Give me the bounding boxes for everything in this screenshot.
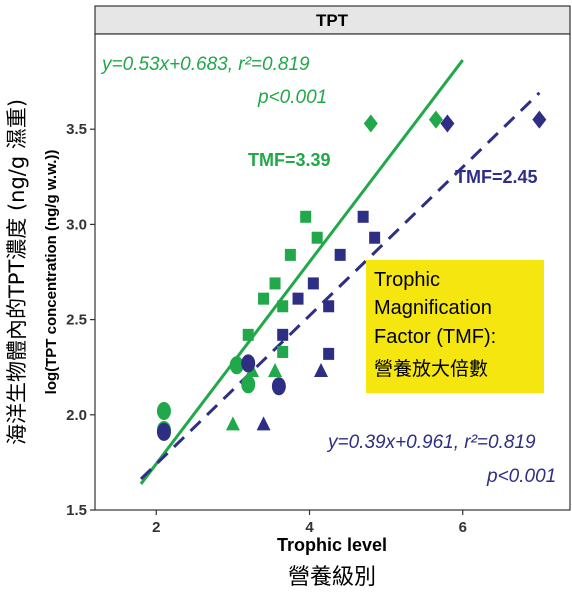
point-s1-14-diamond (532, 110, 547, 129)
tmf-box-line2: Magnification (374, 297, 492, 319)
point-s0-11-square (277, 345, 289, 358)
green-p-value: p<0.001 (257, 87, 327, 108)
navy-tmf-label: TMF=2.45 (455, 167, 538, 187)
point-s0-12-square (284, 248, 296, 261)
point-s1-1-circle (241, 354, 256, 373)
point-s1-0-circle (156, 422, 171, 441)
panel-strip (94, 5, 571, 35)
tmf-box-line1: Trophic (374, 269, 440, 291)
fit-line-0 (139, 59, 464, 485)
x-tick-label-1: 4 (305, 519, 314, 536)
tmf-box-line4: 營養放大倍數 (374, 358, 488, 380)
point-s0-9-square (269, 277, 281, 290)
point-s1-5-square (277, 328, 289, 341)
axis-ticks: 2 4 6 1.5 2.0 2.5 3.0 3.5 (66, 121, 467, 536)
data-points (156, 110, 547, 441)
y-tick-label-1: 2.0 (66, 407, 87, 424)
point-s0-10-square (277, 300, 289, 313)
point-s0-7-square (242, 328, 254, 341)
point-s1-12-square (369, 231, 381, 244)
point-s1-10-square (334, 248, 346, 261)
point-s0-3-circle (241, 375, 256, 394)
navy-equation: y=0.39x+0.961, r²=0.819 (326, 432, 536, 453)
point-s0-16-diamond (428, 110, 443, 129)
tmf-box-line3: Factor (TMF): (374, 326, 496, 348)
point-s0-15-diamond (363, 114, 378, 133)
point-s1-8-square (323, 300, 335, 313)
point-s1-7-square (307, 277, 319, 290)
point-s0-2-circle (229, 356, 244, 375)
x-axis-label: Trophic level (277, 535, 387, 555)
point-s0-14-square (311, 231, 323, 244)
point-s0-13-square (300, 210, 312, 223)
y-tick-label-0: 1.5 (66, 502, 87, 519)
x-tick-label-2: 6 (459, 519, 467, 536)
point-s1-9-square (323, 347, 335, 360)
navy-p-value: p<0.001 (486, 466, 556, 487)
point-s1-2-circle (271, 377, 286, 396)
point-s0-6-triangle (268, 363, 283, 378)
point-s1-3-triangle (256, 416, 271, 431)
x-axis-label-zh: 營養級別 (288, 565, 376, 590)
fit-lines (139, 59, 541, 485)
y-tick-label-3: 3.0 (66, 216, 87, 233)
green-equation: y=0.53x+0.683, r²=0.819 (100, 54, 310, 75)
fit-line-1 (139, 91, 541, 481)
panel-title: TPT (316, 11, 349, 30)
x-tick-label-0: 2 (152, 519, 160, 536)
y-tick-label-2: 2.5 (66, 312, 87, 329)
point-s1-4-triangle (314, 363, 329, 378)
point-s0-4-triangle (225, 416, 240, 431)
point-s1-11-square (357, 210, 369, 223)
tmf-box (366, 260, 544, 393)
point-s0-8-square (258, 292, 270, 305)
point-s0-0-circle (156, 401, 171, 420)
point-s1-13-diamond (440, 114, 455, 133)
point-s1-6-square (292, 292, 304, 305)
green-tmf-label: TMF=3.39 (248, 150, 331, 170)
y-axis-label-en: log(TPT concentration (ng/g w.w.)) (43, 150, 60, 395)
y-tick-label-4: 3.5 (66, 121, 87, 138)
y-axis-label-zh: 海洋生物體內的TPT濃度 (ng/g 濕重) (5, 99, 29, 445)
